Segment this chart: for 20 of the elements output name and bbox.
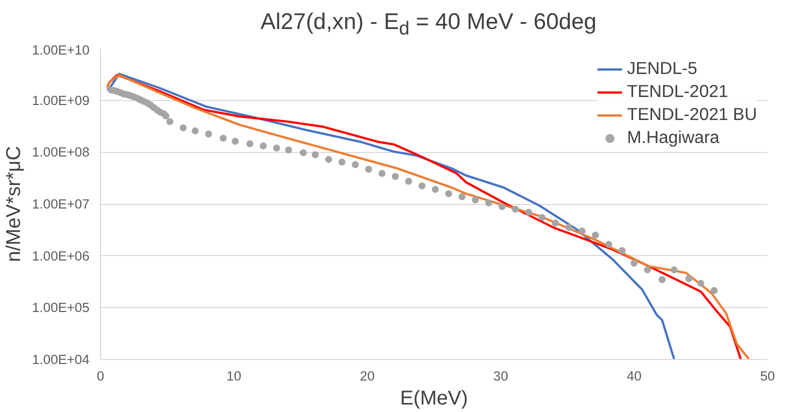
y-tick-label: 1.00E+07 xyxy=(32,196,90,212)
legend-label: M.Hagiwara xyxy=(626,127,720,148)
chart-title: Al27(d,xn) - E$_{d}$ = 40 MeV - 60deg xyxy=(260,7,597,42)
y-tick-label: 1.00E+04 xyxy=(32,352,90,367)
x-axis-title: E(MeV) xyxy=(400,388,468,410)
x-tick-label: 0 xyxy=(96,368,104,384)
legend-label: TENDL-2021 BU xyxy=(626,104,757,125)
y-tick-label: 1.00E+06 xyxy=(32,248,90,264)
y-tick-label: 1.00E+08 xyxy=(32,144,90,160)
y-tick-label: 1.00E+05 xyxy=(32,300,90,316)
y-tick-label: 1.00E+10 xyxy=(32,42,90,58)
y-tick-label: 1.00E+09 xyxy=(32,92,90,108)
y-axis-title: n/MeV*sr*μC xyxy=(3,146,26,262)
x-tick-label: 40 xyxy=(626,368,642,384)
x-tick-label: 20 xyxy=(360,368,375,384)
x-tick-label: 30 xyxy=(493,368,508,384)
x-tick-label: 50 xyxy=(760,368,775,384)
legend-label: TENDL-2021 xyxy=(626,81,728,102)
legend-label: JENDL-5 xyxy=(626,58,698,79)
x-tick-label: 10 xyxy=(226,368,242,384)
